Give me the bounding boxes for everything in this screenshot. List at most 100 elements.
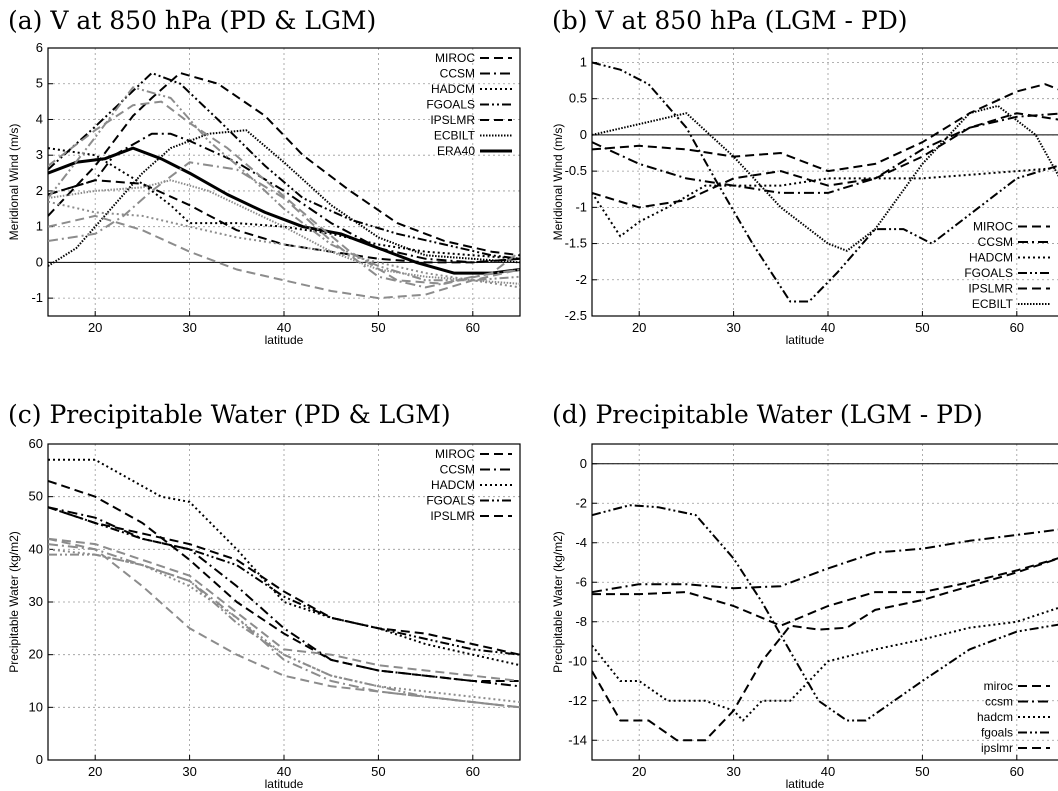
x-tick-label-2: 40: [821, 764, 835, 779]
series-line-gray-12: [48, 179, 520, 285]
series-line-fgoals: [48, 506, 520, 656]
legend-label-miroc: MIROC: [435, 51, 475, 65]
series-line-gray-7: [48, 214, 520, 300]
series-line-ipslmr: [592, 83, 1058, 173]
y-tick-label-0: -2.5: [565, 308, 587, 323]
x-tick-label-3: 50: [915, 764, 929, 779]
series-line-gray-8: [48, 161, 520, 289]
legend-label-miroc: MIROC: [435, 447, 475, 461]
legend-label-ecbilt: ECBILT: [972, 297, 1014, 311]
legend-label-ccsm: CCSM: [978, 235, 1013, 249]
x-tick-label-4: 60: [466, 320, 480, 335]
panel-c: 20 30 40 50 60 0 10 20 30 40 50 60 latitude Precipita…: [7, 436, 521, 791]
panel-a-title: (a) V at 850 hPa (PD & LGM): [8, 6, 377, 35]
x-axis-label: latitude: [265, 333, 304, 347]
series-line-ecbilt: [48, 129, 520, 267]
legend-label-era40: ERA40: [437, 144, 475, 158]
legend-label-ccsm: ccsm: [985, 695, 1013, 709]
legend-label-ipslmr: ipslmr: [981, 741, 1013, 755]
y-tick-label-5: 0: [580, 127, 587, 142]
y-tick-label-7: 1: [580, 54, 587, 69]
series-line-ccsm: [592, 528, 1058, 594]
legend-label-miroc: MIROC: [973, 220, 1013, 234]
y-tick-label-2: 20: [29, 647, 43, 662]
x-axis-label: latitude: [786, 333, 825, 347]
x-tick-label-1: 30: [182, 320, 196, 335]
series-line-ipslmr: [592, 557, 1058, 742]
x-tick-label-1: 30: [182, 764, 196, 779]
x-tick-label-4: 60: [1010, 764, 1024, 779]
y-tick-label-5: -4: [575, 535, 587, 550]
series-line-gray-5: [48, 537, 520, 709]
legend-label-miroc: miroc: [984, 679, 1013, 693]
y-tick-label-6: 0.5: [569, 91, 587, 106]
y-tick-label-5: 4: [36, 111, 43, 126]
x-tick-label-0: 20: [632, 764, 646, 779]
x-axis-label: latitude: [265, 777, 304, 791]
y-tick-label-3: -1: [575, 199, 587, 214]
series-line-ccsm: [592, 112, 1058, 194]
y-tick-label-1: -2: [575, 272, 587, 287]
series-line-era40: [48, 146, 520, 275]
x-tick-label-0: 20: [88, 764, 102, 779]
y-tick-label-3: 30: [29, 594, 43, 609]
x-tick-label-2: 40: [277, 320, 291, 335]
x-tick-label-2: 40: [277, 764, 291, 779]
x-tick-label-1: 30: [726, 320, 740, 335]
y-tick-label-7: 6: [36, 40, 43, 55]
legend-label-ipslmr: IPSLMR: [968, 282, 1013, 296]
y-tick-label-6: 60: [29, 436, 43, 451]
y-tick-label-2: -1.5: [565, 236, 587, 251]
series-line-miroc: [48, 179, 520, 264]
legend-label-fgoals: FGOALS: [964, 266, 1013, 280]
y-tick-label-4: 40: [29, 541, 43, 556]
y-tick-label-1: -12: [568, 693, 587, 708]
legend-label-ecbilt: ECBILT: [434, 129, 476, 143]
series-line-fgoals: [592, 504, 1058, 722]
series-line-gray-9: [48, 200, 520, 289]
panel-c-title: (c) Precipitable Water (PD & LGM): [8, 400, 451, 429]
y-axis-label: Meridional Wind (m/s): [551, 124, 565, 241]
x-tick-label-0: 20: [88, 320, 102, 335]
series-line-miroc: [592, 112, 1058, 209]
series-line-hadcm: [48, 147, 520, 260]
series-line-gray-8: [48, 553, 520, 709]
series-line-gray-10: [48, 86, 520, 282]
legend-label-fgoals: fgoals: [981, 726, 1013, 740]
legend-label-ipslmr: IPSLMR: [430, 113, 475, 127]
x-axis-label: latitude: [786, 777, 825, 791]
series-line-hadcm: [48, 458, 520, 667]
legend-label-fgoals: FGOALS: [426, 98, 475, 112]
y-tick-label-1: 0: [36, 254, 43, 269]
series-line-fgoals: [48, 72, 520, 260]
y-tick-label-6: 5: [36, 76, 43, 91]
panel-a: 20 30 40 50 60 -1 0 1 2 3 4 5 6 latitude Meridional Wi…: [7, 40, 521, 347]
series-line-ipslmr: [48, 72, 520, 257]
y-tick-label-3: -8: [575, 614, 587, 629]
legend-label-hadcm: HADCM: [431, 478, 475, 492]
legend-label-hadcm: HADCM: [969, 251, 1013, 265]
y-tick-label-4: -0.5: [565, 163, 587, 178]
y-tick-label-5: 50: [29, 489, 43, 504]
series-line-hadcm: [592, 606, 1058, 722]
x-tick-label-1: 30: [726, 764, 740, 779]
y-axis-label: Meridional Wind (m/s): [7, 124, 21, 241]
y-tick-label-0: -14: [568, 732, 587, 747]
y-tick-label-4: -6: [575, 574, 587, 589]
x-tick-label-3: 50: [915, 320, 929, 335]
y-tick-label-6: -2: [575, 495, 587, 510]
legend-label-hadcm: hadcm: [977, 710, 1013, 724]
x-tick-label-4: 60: [1010, 320, 1024, 335]
series-line-ccsm: [48, 506, 520, 688]
panel-d-title: (d) Precipitable Water (LGM - PD): [552, 400, 983, 429]
series-line-ipslmr: [48, 506, 520, 656]
x-tick-label-3: 50: [371, 320, 385, 335]
y-axis-label: Precipitable Water (kg/m2): [7, 531, 21, 673]
series-line-hadcm: [592, 166, 1058, 238]
y-axis-label: Precipitable Water (kg/m2): [551, 531, 565, 673]
y-tick-label-0: 0: [36, 752, 43, 767]
